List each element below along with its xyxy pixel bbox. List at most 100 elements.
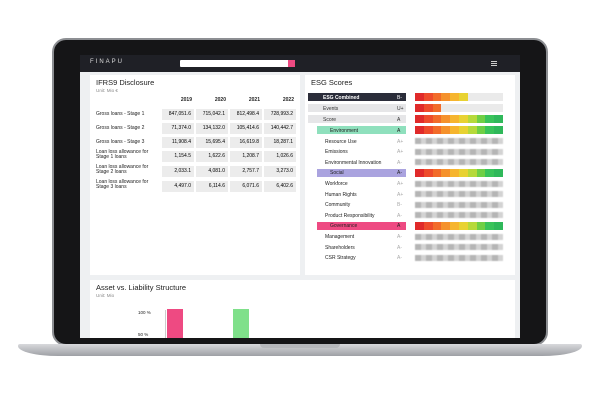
column-header: 2021 xyxy=(248,97,260,103)
column-header: 2022 xyxy=(282,97,294,103)
item-grade: A- xyxy=(397,255,402,261)
axis-line xyxy=(165,310,166,338)
esg-grade: A xyxy=(397,116,401,123)
blurred-bar xyxy=(415,233,503,240)
blurred-bar xyxy=(415,159,503,165)
heat-segment xyxy=(415,104,425,112)
item-grade: A+ xyxy=(397,181,404,187)
heat-segment xyxy=(423,221,433,230)
heat-segment xyxy=(494,115,504,123)
table-cell: 16,619.8 xyxy=(230,137,262,148)
table-cell: 18,287.1 xyxy=(264,137,296,148)
item-grade: A+ xyxy=(397,138,404,145)
panel-title: Asset vs. Liability Structure xyxy=(96,283,187,292)
ifrs-panel: IFRS9 Disclosure Unit: Mio € 2019 2020 202… xyxy=(90,75,300,275)
row-label: Gross loans - Stage 2 xyxy=(96,125,145,131)
heat-segment xyxy=(459,221,469,230)
row-label: Gross loans - Stage 1 xyxy=(96,111,145,117)
heat-segment xyxy=(476,93,486,101)
table-cell: 3,273.0 xyxy=(264,166,296,177)
pillar-label: Environment xyxy=(330,127,359,134)
pillar-grade: A- xyxy=(397,170,402,176)
item-grade: B- xyxy=(397,202,402,208)
heat-segment xyxy=(432,93,442,101)
heat-segment xyxy=(459,168,469,177)
heat-segment xyxy=(415,93,425,101)
table-cell: 2,033.1 xyxy=(162,166,194,177)
menu-icon[interactable] xyxy=(491,61,497,62)
heat-segment xyxy=(415,115,425,123)
heat-segment xyxy=(494,93,504,101)
heat-segment xyxy=(432,221,442,230)
heat-segment xyxy=(476,168,486,177)
heat-segment xyxy=(494,126,504,134)
esg-row xyxy=(308,104,406,112)
heat-segment xyxy=(459,93,469,101)
heat-segment xyxy=(467,115,477,123)
heat-segment xyxy=(450,168,460,177)
heat-segment xyxy=(441,168,451,177)
heat-segment xyxy=(485,104,495,112)
search-button[interactable] xyxy=(288,60,295,67)
heat-segment xyxy=(459,104,469,112)
table-cell: 715,042.1 xyxy=(196,109,228,120)
table-cell: 812,498.4 xyxy=(230,109,262,120)
heat-segment xyxy=(423,93,433,101)
search-bar[interactable] xyxy=(180,60,295,67)
esg-label: Events xyxy=(323,105,339,112)
table-cell: 728,993.2 xyxy=(264,109,296,120)
liability-bar xyxy=(233,309,249,338)
table-cell: 1,622.6 xyxy=(196,151,228,162)
table-cell: 15,695.4 xyxy=(196,137,228,148)
table-cell: 1,026.6 xyxy=(264,151,296,162)
item-label: CSR Strategy xyxy=(325,255,356,261)
heat-segment xyxy=(494,168,504,177)
table-cell: 2,757.7 xyxy=(230,166,262,177)
item-label: Environmental Innovation xyxy=(325,159,382,166)
axis-label: 100 % xyxy=(138,310,151,315)
pillar-grade: A xyxy=(397,127,401,134)
heat-segment xyxy=(432,126,442,134)
heat-segment xyxy=(485,93,495,101)
heat-segment xyxy=(432,168,442,177)
heat-segment xyxy=(476,104,486,112)
brand: FINAPU xyxy=(90,59,125,65)
table-cell: 105,414.6 xyxy=(230,123,262,134)
table-cell: 11,908.4 xyxy=(162,137,194,148)
heat-segment xyxy=(432,104,442,112)
laptop-base xyxy=(18,344,582,356)
heat-segment xyxy=(467,126,477,134)
panel-unit: Unit: Mio € xyxy=(96,88,118,93)
heat-segment xyxy=(423,115,433,123)
blurred-bar xyxy=(415,254,503,261)
heat-segment xyxy=(441,115,451,123)
heat-segment xyxy=(415,221,425,230)
table-cell: 6,071.6 xyxy=(230,181,262,192)
item-label: Resource Use xyxy=(325,138,357,145)
pillar-row xyxy=(317,168,406,177)
heat-segment xyxy=(485,115,495,123)
heat-segment xyxy=(432,115,442,123)
table-cell: 1,154.5 xyxy=(162,151,194,162)
table-cell: 4,497.0 xyxy=(162,181,194,192)
table-cell: 6,402.6 xyxy=(264,181,296,192)
column-header: 2020 xyxy=(214,97,226,103)
item-label: Community xyxy=(325,202,351,208)
table-cell: 847,051.6 xyxy=(162,109,194,120)
heat-segment xyxy=(459,126,469,134)
heat-segment xyxy=(450,115,460,123)
heat-segment xyxy=(485,126,495,134)
esg-label: ESG Combined xyxy=(323,94,360,101)
esg-row xyxy=(308,93,406,101)
table-cell: 134,132.0 xyxy=(196,123,228,134)
laptop-notch xyxy=(260,344,340,348)
heat-segment xyxy=(467,221,477,230)
esg-label: Score xyxy=(323,116,337,123)
blurred-bar xyxy=(415,138,503,144)
heat-segment xyxy=(450,104,460,112)
item-label: Shareholders xyxy=(325,244,355,251)
blurred-bar xyxy=(415,244,503,250)
item-label: Product Responsibility xyxy=(325,212,375,219)
heat-segment xyxy=(467,104,477,112)
heat-segment xyxy=(450,221,460,230)
